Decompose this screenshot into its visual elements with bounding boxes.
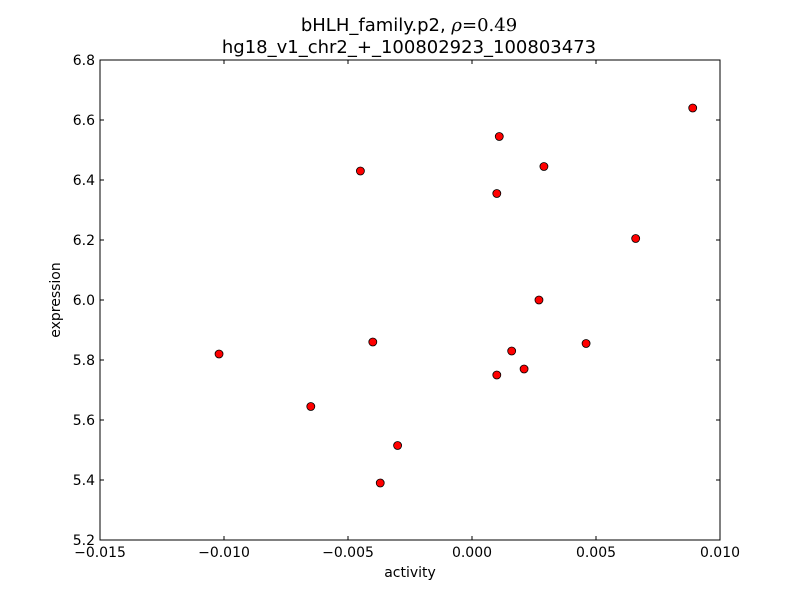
data-point: [534, 295, 544, 305]
y-tick-label: 5.8: [73, 353, 95, 369]
data-point: [519, 364, 529, 374]
x-axis-label: activity: [384, 565, 436, 581]
data-point: [306, 402, 316, 411]
data-point: [492, 370, 502, 380]
x-tick-label: 0.005: [576, 545, 616, 561]
data-point: [393, 441, 403, 450]
y-tick-label: 5.2: [73, 533, 95, 549]
data-point: [214, 349, 224, 359]
chart-title-rho-value: =0.49: [462, 15, 517, 36]
chart-title-prefix: bHLH_family.p2,: [301, 15, 452, 36]
data-point: [492, 189, 502, 198]
y-tick-label: 6.0: [73, 293, 95, 309]
y-tick-label: 5.4: [73, 473, 95, 489]
chart-title-rho: ρ: [450, 15, 462, 36]
x-tick-label: −0.005: [322, 545, 374, 561]
data-point: [631, 234, 641, 243]
x-tick-label: 0.010: [700, 545, 740, 561]
y-axis-label: expression: [48, 262, 64, 338]
data-point: [494, 132, 504, 141]
chart-subtitle: hg18_v1_chr2_+_100802923_100803473: [222, 37, 596, 58]
x-tick-label: −0.010: [198, 545, 250, 561]
data-point: [581, 339, 591, 348]
y-tick-label: 6.8: [73, 53, 95, 69]
data-point: [375, 478, 385, 488]
data-point: [368, 337, 378, 347]
plot-area-frame: [99, 59, 721, 541]
y-tick-label: 6.6: [73, 113, 95, 129]
x-tick-label: −0.015: [74, 545, 126, 561]
chart-title: bHLH_family.p2, ρ=0.49: [301, 15, 517, 36]
data-point: [507, 346, 517, 356]
y-tick-label: 6.4: [73, 173, 95, 189]
data-point: [539, 162, 549, 171]
y-tick-label: 6.2: [73, 233, 95, 249]
axis-ticks: −0.015 −0.010 −0.005 0.000 0.005 0.010 5.2 5.4 5…: [73, 53, 740, 561]
data-points: [214, 103, 698, 488]
data-point: [688, 103, 698, 113]
data-point: [355, 166, 365, 176]
y-tick-label: 5.6: [73, 413, 95, 429]
x-tick-label: 0.000: [452, 545, 492, 561]
